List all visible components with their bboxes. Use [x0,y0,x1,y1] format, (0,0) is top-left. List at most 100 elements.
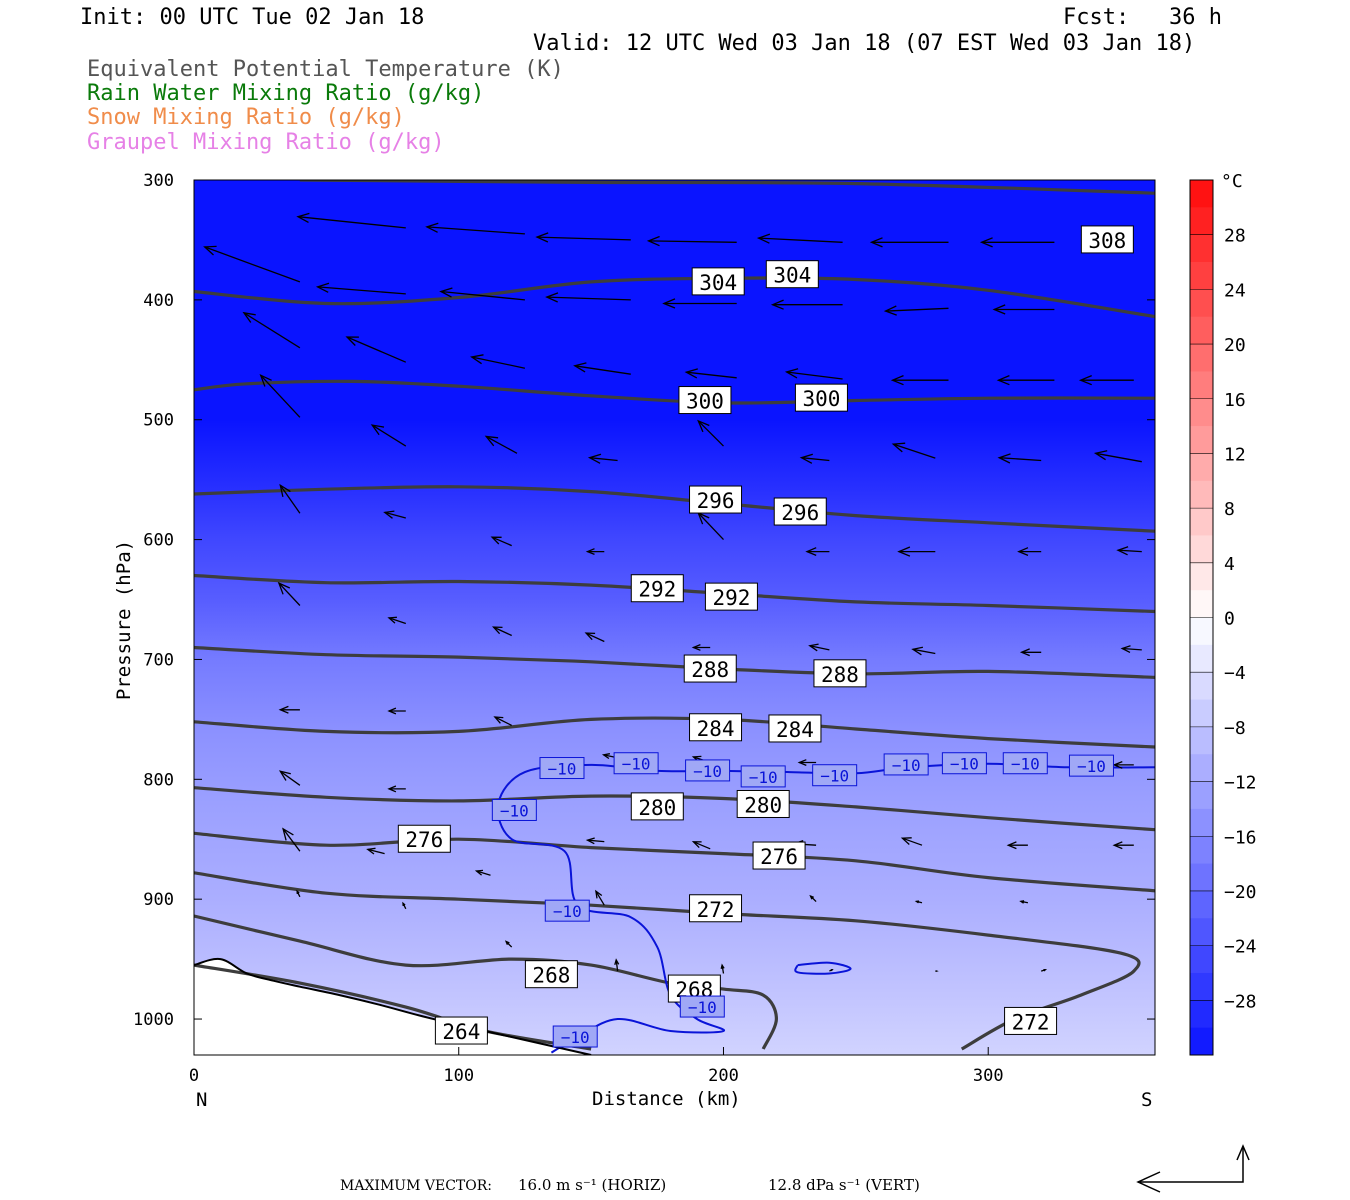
temperature-contour-label: −10 [685,759,731,782]
temperature-shading [194,180,1155,1055]
colorbar-tick-label: 8 [1224,499,1235,520]
theta-e-label-text: 296 [781,501,819,525]
colorbar-tick-label: 24 [1224,280,1246,301]
wind-vector [1112,760,1134,769]
temperature-label-text: −10 [1077,757,1106,776]
theta-e-contour-304 [194,276,1155,319]
wind-vector [595,889,605,906]
colorbar-tick-label: 16 [1224,390,1246,411]
theta-e-contour-label: 304 [691,267,745,296]
y-tick-label: 600 [143,531,174,551]
wind-vector [1120,645,1142,653]
colorbar-tick-label: 12 [1224,444,1246,465]
colorbar-tick-label: 0 [1224,609,1235,630]
wind-vector [387,707,406,715]
temperature-label-text: −10 [548,760,577,779]
y-tick-label: 400 [143,291,174,311]
wind-vector [545,292,631,303]
wind-vector [490,536,512,547]
colorbar-swatch [1190,344,1213,372]
theta-e-label-text: 264 [442,1020,480,1044]
y-tick-label: 1000 [133,1010,174,1030]
colorbar-swatch [1190,945,1213,974]
temperature-label-text: −10 [553,902,582,921]
y-tick-label: 300 [143,171,174,191]
theta-e-contour-label: 284 [768,714,822,743]
wind-vector [491,626,512,637]
wind-vector [484,435,518,454]
init-time: Init: 00 UTC Tue 02 Jan 18 [80,5,425,30]
temperature-label-text: −10 [950,755,979,774]
colorbar-swatch [1190,617,1213,646]
wind-vector [366,847,385,855]
wind-vector [259,374,301,418]
theta-e-contour-276 [194,831,1155,893]
theta-e-label-text: 272 [1012,1010,1050,1034]
theta-e-label-text: 284 [697,717,735,741]
plot-frame [193,179,1156,1056]
field-label-theta-e: Equivalent Potential Temperature (K) [87,57,564,82]
theta-e-label-text: 304 [773,264,811,288]
theta-e-contour-label: 300 [794,383,848,412]
wind-vector [584,632,605,643]
temperature-contour-minus10-island [794,961,852,975]
theta-e-label-text: 280 [638,796,676,820]
wind-vector [883,305,949,316]
wind-vector [890,375,949,386]
wind-vector [535,232,631,243]
wind-vector [662,298,737,309]
wind-vector [470,354,526,369]
temperature-contour-label: −10 [1002,752,1048,775]
x-tick-label: 200 [708,1066,739,1086]
y-tick-label: 800 [143,770,174,790]
theta-e-contour-268 [194,914,778,1050]
wind-vector [585,837,605,845]
theta-e-contour-label: 280 [736,789,790,818]
wind-vector [911,646,936,656]
theta-e-contour-label: 280 [630,792,684,821]
theta-e-contour-264 [194,963,592,1051]
wind-vector [278,705,300,714]
colorbar-swatch [1190,371,1213,400]
theta-e-label-text: 276 [760,845,798,869]
theta-e-contour-272 [194,871,1141,1051]
axes: 300 400 500 600 700 800 900 1000 0 100 200 300 [133,171,1155,1086]
temperature-contour-label: −10 [883,753,929,776]
theta-e-label-text: 288 [691,658,729,682]
colorbar-swatch [1190,398,1213,427]
valid-time: Valid: 12 UTC Wed 03 Jan 18 (07 EST Wed … [533,31,1196,56]
temperature-contour-label: −10 [941,752,987,775]
colorbar-swatch [1190,180,1213,208]
theta-e-contour-label: 272 [689,894,743,923]
y-tick-label: 500 [143,411,174,431]
wind-vector [278,770,301,786]
terrain-mask [194,958,592,1055]
colorbar-swatch [1190,918,1213,947]
theta-e-contour-label: 308 [1080,225,1134,254]
colorbar-swatch [1190,644,1213,673]
theta-e-contour-label: 292 [704,582,758,611]
y-tick-label: 700 [143,650,174,670]
wind-vector [869,237,949,248]
theta-e-label-text: 292 [638,578,676,602]
theta-e-contour-label: 276 [752,841,806,870]
wind-vector [402,901,407,910]
wind-vector [992,304,1055,315]
colorbar-swatch [1190,754,1213,783]
x-axis-right-end-label: S [1141,1089,1153,1111]
theta-e-contour-284 [194,716,1155,749]
colorbar-swatch [1190,863,1213,892]
theta-e-label-text: 300 [686,390,724,414]
temperature-contour-label: −10 [812,764,858,787]
colorbar-swatch [1190,234,1213,263]
colorbar-swatch [1190,480,1213,509]
wind-vector [770,299,843,310]
colorbar-swatch [1190,1000,1213,1029]
colorbar-tick-label: −12 [1224,773,1257,794]
wind-vector [504,940,513,948]
theta-e-label-text: 292 [712,586,750,610]
temperature-label-text: −10 [892,756,921,775]
wind-vector [370,424,407,447]
wind-vector [1019,900,1029,904]
wind-vector [1116,546,1142,556]
